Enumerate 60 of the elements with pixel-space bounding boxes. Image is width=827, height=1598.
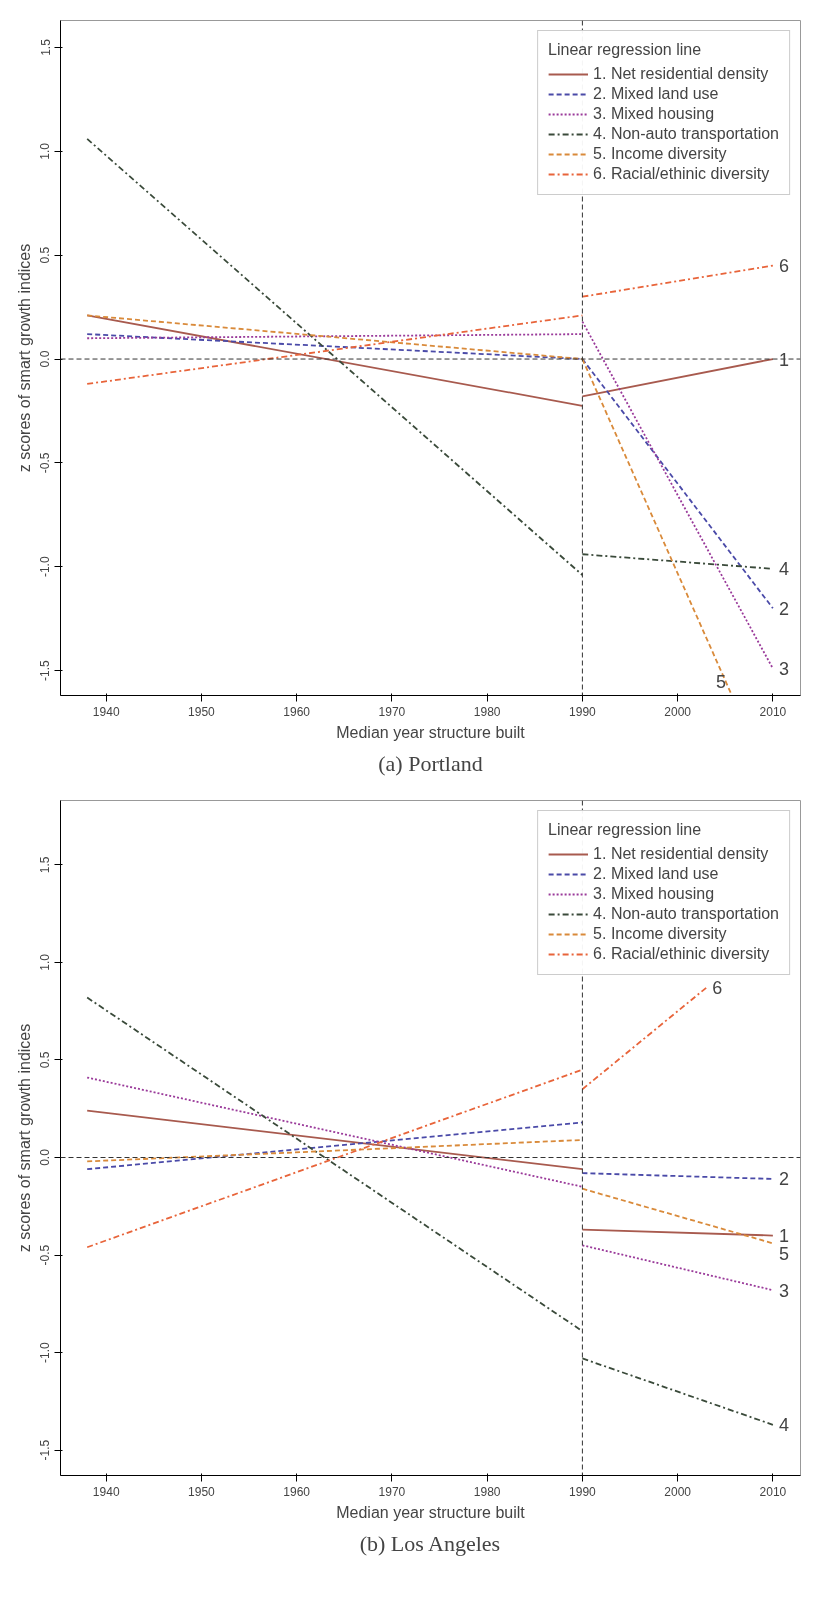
y-tick-label: -0.5	[38, 452, 53, 474]
x-tick-label: 2000	[664, 704, 692, 719]
x-tick-label: 1950	[188, 704, 216, 719]
annotation: 6	[778, 256, 789, 277]
x-tick-label: 1970	[378, 1484, 406, 1499]
x-tick-label: 1950	[188, 1484, 216, 1499]
legend-title: Linear regression line	[548, 41, 703, 59]
y-axis-title: z scores of smart growth indices	[15, 243, 33, 473]
annotation: 2	[778, 598, 789, 619]
legend-label: 2. Mixed land use	[593, 865, 719, 883]
annotation: 6	[712, 978, 723, 999]
annotation: 3	[778, 1280, 789, 1301]
x-tick-label: 1980	[473, 1484, 501, 1499]
y-tick-label: -1.5	[38, 1439, 53, 1461]
legend-label: 4. Non-auto transportation	[593, 905, 779, 923]
annotation: 5	[715, 672, 726, 692]
x-axis-title: Median year structure built	[336, 1503, 526, 1521]
x-tick-label: 1990	[569, 1484, 597, 1499]
x-tick-label: 2010	[759, 704, 787, 719]
y-tick-label: 1.5	[38, 856, 53, 874]
y-tick-label: 0.0	[38, 350, 53, 368]
x-tick-label: 1990	[569, 704, 597, 719]
text: (a) Portland	[378, 750, 483, 776]
annotation: 3	[778, 659, 789, 679]
y-tick-label: 0.5	[38, 246, 53, 264]
legend-label: 5. Income diversity	[593, 925, 727, 943]
legend-label: 1. Net residential density	[593, 65, 769, 83]
x-tick-label: 1960	[283, 704, 311, 719]
y-tick-label: 1.0	[38, 953, 53, 971]
y-tick-label: -1.5	[38, 659, 53, 681]
x-tick-label: 1980	[473, 704, 501, 719]
legend-label: 2. Mixed land use	[593, 85, 719, 103]
legend-label: 6. Racial/ethinic diversity	[593, 945, 770, 963]
x-tick-label: 1940	[92, 1484, 120, 1499]
legend-label: 4. Non-auto transportation	[593, 125, 779, 143]
annotation: 2	[778, 1169, 789, 1190]
legend-label: 5. Income diversity	[593, 145, 727, 163]
y-tick-label: -1.0	[38, 556, 53, 578]
x-tick-label: 1960	[283, 1484, 311, 1499]
y-axis-title: z scores of smart growth indices	[15, 1023, 33, 1253]
legend-title: Linear regression line	[548, 821, 703, 839]
x-tick-label: 1970	[378, 704, 406, 719]
x-tick-label: 1940	[92, 704, 120, 719]
text: (b) Los Angeles	[359, 1530, 501, 1556]
annotation: 4	[778, 1415, 789, 1436]
legend-label: 6. Racial/ethinic diversity	[593, 165, 770, 183]
y-tick-label: 0.0	[38, 1148, 53, 1166]
x-tick-label: 2010	[759, 1484, 787, 1499]
annotation: 1	[778, 349, 789, 370]
y-tick-label: 0.5	[38, 1051, 53, 1069]
y-tick-label: 1.5	[38, 38, 53, 56]
x-axis-title: Median year structure built	[336, 723, 526, 741]
legend-label: 3. Mixed housing	[593, 105, 715, 123]
annotation: 4	[778, 559, 789, 580]
legend-label: 3. Mixed housing	[593, 885, 715, 903]
legend-label: 1. Net residential density	[593, 845, 769, 863]
y-tick-label: -1.0	[38, 1341, 53, 1363]
x-tick-label: 2000	[664, 1484, 692, 1499]
y-tick-label: 1.0	[38, 142, 53, 160]
y-tick-label: -0.5	[38, 1244, 53, 1266]
